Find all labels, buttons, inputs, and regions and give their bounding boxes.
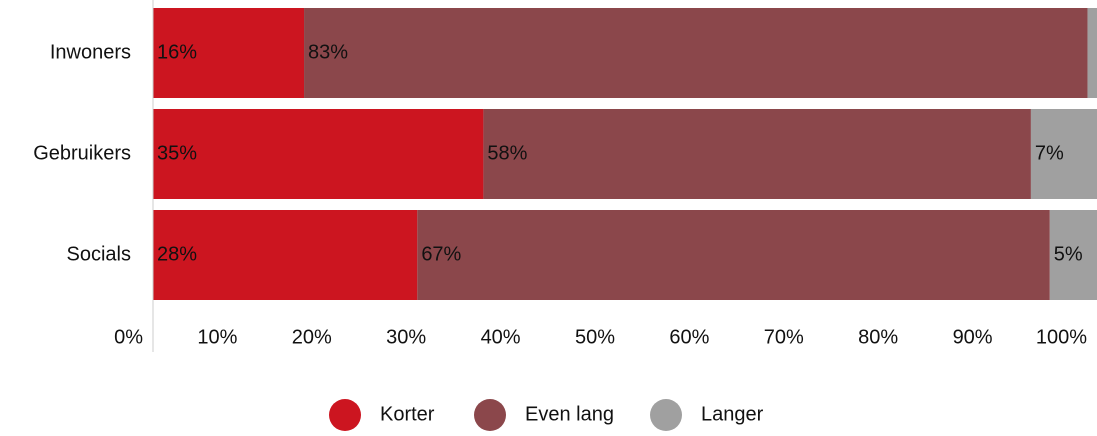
bar-segment [304, 8, 1088, 98]
x-tick-label: 100% [1036, 326, 1087, 348]
bar-segment [1087, 8, 1097, 98]
bar-segment [1049, 210, 1097, 300]
legend-swatch [474, 399, 506, 431]
y-tick-label: Inwoners [50, 41, 131, 63]
x-tick-label: 10% [197, 326, 237, 348]
data-label: 7% [1035, 142, 1064, 164]
x-tick-label: 50% [575, 326, 615, 348]
y-tick-label: Socials [67, 243, 131, 265]
x-tick-label: 0% [114, 326, 143, 348]
legend-label: Langer [701, 403, 764, 425]
legend-label: Even lang [525, 403, 614, 425]
x-tick-label: 60% [669, 326, 709, 348]
x-tick-label: 40% [481, 326, 521, 348]
bar-segment [153, 210, 418, 300]
data-label: 67% [421, 243, 461, 265]
data-label: 35% [157, 142, 197, 164]
bar-segment [483, 109, 1031, 199]
bar-segment [1030, 109, 1097, 199]
data-label: 83% [308, 41, 348, 63]
legend-label: Korter [380, 403, 435, 425]
legend-swatch [329, 399, 361, 431]
data-label: 5% [1054, 243, 1083, 265]
x-tick-label: 90% [953, 326, 993, 348]
y-tick-label: Gebruikers [33, 142, 131, 164]
legend-swatch [650, 399, 682, 431]
data-label: 16% [157, 41, 197, 63]
x-tick-label: 80% [858, 326, 898, 348]
data-label: 58% [487, 142, 527, 164]
bar-segment [153, 109, 484, 199]
bar-segment [153, 8, 305, 98]
x-tick-label: 30% [386, 326, 426, 348]
bar-segment [417, 210, 1050, 300]
x-tick-label: 70% [764, 326, 804, 348]
data-label: 28% [157, 243, 197, 265]
x-tick-label: 20% [292, 326, 332, 348]
